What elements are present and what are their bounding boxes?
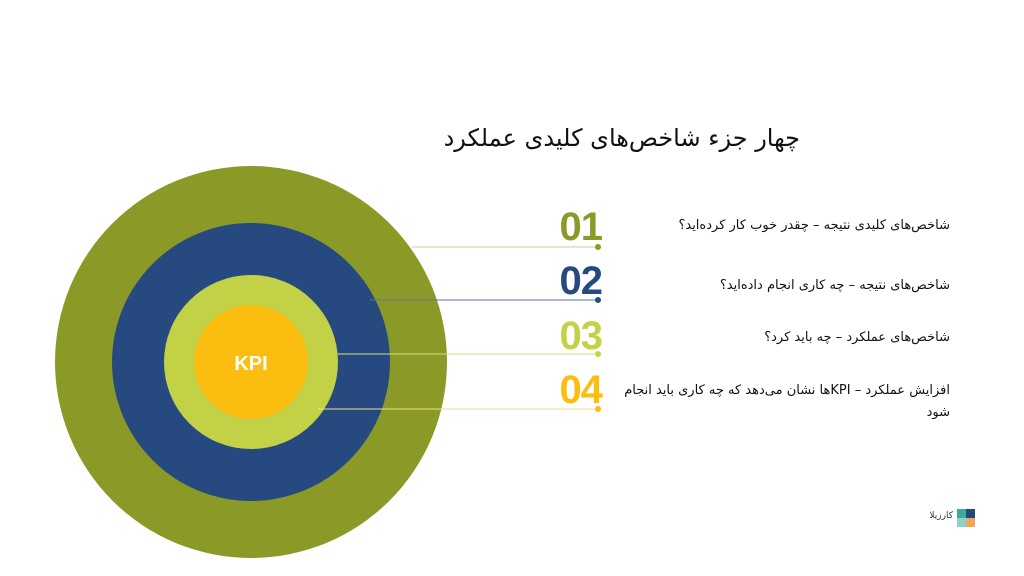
item-number-2: 02 — [559, 259, 604, 303]
item-number-3: 03 — [559, 314, 604, 358]
connector-dot-2 — [595, 297, 601, 303]
connector-dot-4 — [595, 406, 601, 412]
logo-square-1 — [957, 509, 966, 518]
item-text-2: شاخص‌های نتیجه – چه کاری انجام داده‌اید؟ — [719, 278, 950, 293]
item-text-1: شاخص‌های کلیدی نتیجه – چقدر خوب کار کرده… — [678, 218, 950, 233]
brand-logo-icon — [957, 509, 975, 527]
kpi-label: KPI — [234, 353, 267, 375]
logo-square-3 — [957, 518, 966, 527]
item-text-3: شاخص‌های عملکرد – چه باید کرد؟ — [764, 330, 950, 345]
connector-dot-1 — [595, 244, 601, 250]
item-number-1: 01 — [559, 205, 604, 249]
brand-mark: کارزیلا — [905, 509, 975, 529]
connector-dot-3 — [595, 351, 601, 357]
brand-name: کارزیلا — [929, 511, 953, 521]
item-number-4: 04 — [559, 368, 604, 412]
logo-square-4 — [966, 518, 975, 527]
page-title: چهار جزء شاخص‌های کلیدی عملکرد — [443, 124, 800, 152]
item-text-4: افزایش عملکرد – KPIها نشان می‌دهد که چه … — [624, 383, 950, 420]
core-circle — [194, 305, 308, 419]
logo-square-2 — [966, 509, 975, 518]
